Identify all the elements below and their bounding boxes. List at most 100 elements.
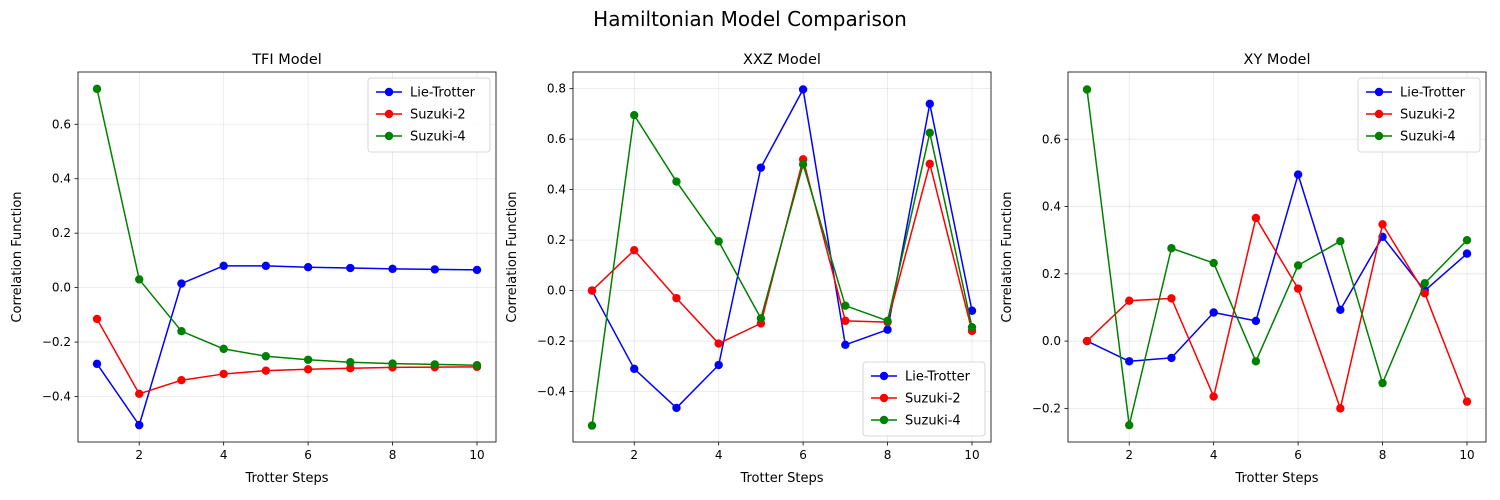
panel-xxz-model: 2 4 6 8 10 −0.4 −0.2 0.0 0.2 0.4 0.6 0.8 XXZ Model Tr… [505, 52, 992, 486]
data-point [1462, 249, 1472, 258]
y-tick-label: 0.2 [547, 233, 566, 247]
data-point [219, 261, 228, 271]
legend: Lie-Trotter Suzuki-2 Suzuki-4 [1357, 77, 1481, 153]
x-tick-label: 2 [135, 448, 143, 462]
x-tick-label: 6 [799, 448, 807, 462]
legend: Lie-Trotter Suzuki-2 Suzuki-4 [367, 77, 491, 153]
y-tick-label: −0.4 [537, 385, 566, 399]
data-point [672, 293, 681, 303]
data-point [177, 326, 186, 336]
data-point [430, 265, 439, 274]
figure-suptitle: Hamiltonian Model Comparison [593, 7, 907, 31]
data-point [1462, 235, 1472, 245]
data-point [1293, 170, 1303, 179]
series-line-suzuki-4 [96, 88, 478, 366]
legend: Lie-Trotter Suzuki-2 Suzuki-4 [862, 361, 986, 437]
data-point [1209, 258, 1218, 268]
x-tick-label: 8 [389, 448, 397, 462]
x-tick-label: 8 [884, 448, 892, 462]
legend-label: Suzuki-4 [410, 130, 466, 145]
legend-swatch-marker [879, 393, 889, 403]
axes-frame [77, 71, 497, 443]
y-tick-label: 0.4 [1042, 200, 1061, 214]
data-point [177, 279, 186, 288]
data-point [261, 261, 271, 271]
data-point [430, 360, 439, 369]
data-point [798, 160, 808, 169]
legend-box [1357, 77, 1481, 153]
series-line-suzuki-2 [96, 318, 478, 395]
axes-frame [572, 71, 992, 443]
data-point [92, 84, 102, 94]
y-tick-label: 0.0 [52, 281, 71, 295]
axes-frame [1067, 71, 1487, 443]
data-point [925, 99, 934, 109]
data-point [1209, 392, 1218, 401]
x-axis-label: Trotter Steps [244, 471, 328, 486]
legend-label: Suzuki-4 [905, 414, 961, 429]
data-point [92, 314, 102, 324]
data-point [883, 316, 892, 326]
data-point [587, 421, 597, 430]
y-tick-label: −0.2 [1032, 401, 1061, 415]
data-point [967, 306, 977, 315]
series-line-lie-trotter [96, 265, 478, 426]
data-point [798, 85, 808, 94]
legend-label: Lie-Trotter [1400, 86, 1466, 101]
y-tick-label: −0.4 [42, 390, 71, 404]
y-tick-label: −0.2 [42, 335, 71, 349]
data-point [1125, 357, 1134, 366]
y-tick-label: 0.6 [547, 132, 566, 146]
data-point [261, 366, 271, 375]
data-point [756, 163, 766, 172]
y-tick-label: 0.2 [52, 226, 71, 240]
data-point [1251, 316, 1261, 326]
x-tick-label: 6 [1294, 448, 1302, 462]
data-point [388, 359, 397, 368]
data-point [177, 375, 186, 385]
data-point [925, 159, 934, 169]
x-tick-label: 10 [964, 448, 979, 462]
legend-label: Suzuki-2 [905, 392, 961, 407]
y-tick-label: 0.2 [1042, 267, 1061, 281]
data-point [92, 359, 102, 369]
data-point [135, 275, 144, 284]
data-point [672, 403, 681, 413]
y-tick-label: −0.2 [537, 334, 566, 348]
data-point [1251, 213, 1261, 223]
legend-box [367, 77, 491, 153]
legend-label: Suzuki-2 [410, 108, 466, 123]
data-point [630, 245, 639, 255]
data-point [388, 264, 397, 274]
x-tick-label: 8 [1379, 448, 1387, 462]
data-point [1082, 336, 1092, 346]
legend-swatch-marker [384, 131, 394, 141]
data-point [1378, 220, 1387, 229]
x-axis-label: Trotter Steps [1234, 471, 1318, 486]
data-point [1293, 284, 1303, 293]
legend-label: Suzuki-2 [1400, 108, 1456, 123]
x-tick-label: 4 [715, 448, 723, 462]
data-point [1293, 261, 1303, 270]
data-point [1209, 308, 1218, 317]
data-point [472, 265, 482, 275]
y-tick-label: 0.6 [1042, 132, 1061, 146]
y-tick-label: 0.6 [52, 117, 71, 131]
data-point [841, 316, 850, 326]
data-point [1420, 279, 1429, 288]
x-axis-label: Trotter Steps [739, 471, 823, 486]
legend-swatch-marker [879, 371, 889, 381]
data-point [1167, 294, 1176, 303]
x-tick-label: 4 [220, 448, 228, 462]
data-point [1378, 378, 1387, 388]
data-point [841, 340, 850, 350]
data-point [346, 263, 355, 273]
data-point [630, 364, 639, 374]
data-point [346, 364, 355, 373]
data-point [135, 389, 144, 399]
x-tick-label: 6 [304, 448, 312, 462]
data-point [883, 325, 892, 334]
data-point [1462, 397, 1472, 406]
data-point [714, 360, 723, 370]
